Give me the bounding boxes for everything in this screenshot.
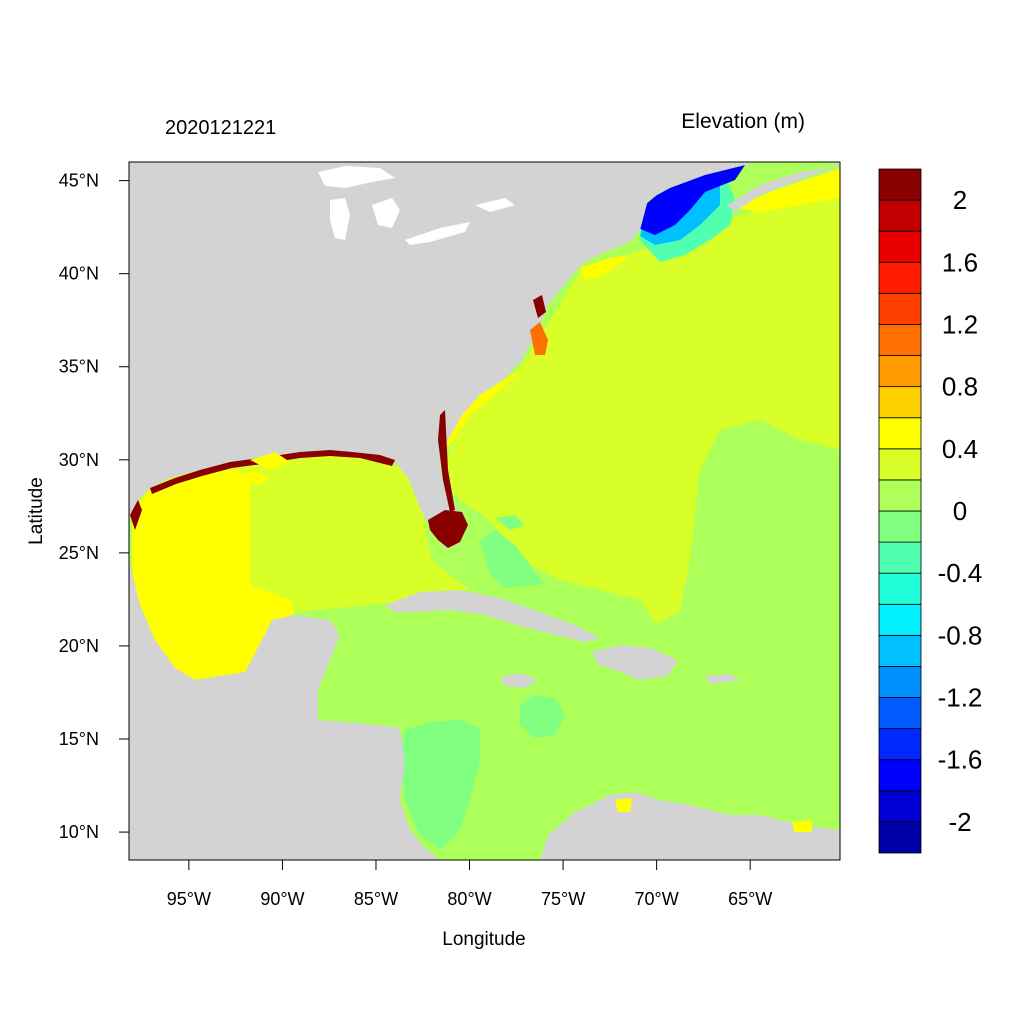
chesapeake-surge [533,295,546,318]
colorbar-swatch [878,541,922,574]
plot-frame [128,161,841,861]
colorbar-label: 0.4 [942,434,978,464]
colorbar: 2 1.6 1.2 0.8 0.4 0 -0.4 -0.8 -1.2 -1.6 -2 [878,168,983,854]
colorbar-swatch [878,759,922,792]
mississippi-delta-shelf [250,452,290,470]
y-tick-label: 25°N [59,543,99,563]
x-tick-label: 85°W [354,889,398,909]
colorbar-label: -0.8 [938,620,983,650]
y-tick-label: 20°N [59,636,99,656]
colorbar-swatch [878,634,922,667]
jamaica-ridge-region [520,695,565,738]
land-hispaniola [592,645,678,680]
y-tick-label: 15°N [59,729,99,749]
lake-ontario [475,198,515,212]
colorbar-swatch [878,324,922,356]
colorbar-swatch [878,230,922,263]
texas-shelf [236,470,270,485]
y-axis: 45°N 40°N 35°N 30°N 25°N 20°N 15°N 10°N [59,171,129,842]
colorbar-swatch [878,355,922,388]
colorbar-swatch [878,479,922,512]
x-axis: 95°W 90°W 85°W 80°W 75°W 70°W 65°W [167,860,772,909]
colorbar-label: 2 [953,185,967,215]
x-axis-title: Longitude [442,929,525,950]
lake-superior [318,166,395,188]
colorbar-label: 0 [953,496,967,526]
x-tick-label: 80°W [447,889,491,909]
land-nova-scotia [727,162,840,212]
colorbar-swatch [878,821,922,854]
y-tick-label: 35°N [59,357,99,377]
map-panel [129,162,840,860]
colorbar-label: -1.2 [938,683,983,713]
colorbar-swatch [878,417,922,450]
texas-coast-surge [130,500,142,530]
south-florida-surge-region [428,510,468,548]
y-axis-title: Latitude [26,477,47,545]
colorbar-swatch [878,261,922,294]
colorbar-swatch [878,790,922,823]
colorbar-swatch [878,666,922,698]
colorbar-swatch [878,510,922,543]
y-tick-label: 40°N [59,264,99,284]
x-tick-label: 65°W [728,889,772,909]
florida-east-coast-surge [438,410,455,512]
bahamas-banks-region [480,530,545,598]
colorbar-swatch [878,199,922,232]
nova-scotia-shelf-region [735,168,840,212]
colorbar-swatch [878,697,922,730]
land-puertorico [705,674,740,684]
lake-huron [372,198,400,228]
trinidad-shelf [792,820,812,832]
nicaragua-shelf-region [400,720,480,850]
date-label: 2020121221 [165,117,276,139]
lake-michigan [330,198,350,240]
y-tick-label: 30°N [59,450,99,470]
mid-atlantic-shelf [580,255,630,280]
land-mexico-centralamerica [129,560,440,860]
x-tick-label: 70°W [635,889,679,909]
colorbar-swatch [878,728,922,761]
colorbar-label: 1.2 [942,309,978,339]
western-atlantic-region [440,190,840,630]
bahamas-banks-north [495,515,525,530]
se-coast-shelf [440,370,520,450]
y-tick-label: 10°N [59,822,99,842]
colorbar-swatch [878,386,922,419]
colorbar-label: -2 [948,807,971,837]
land-southamerica [440,792,840,860]
lake-erie [405,222,470,245]
colorbar-swatch [878,572,922,605]
x-tick-label: 95°W [167,889,211,909]
land-northamerica [129,162,760,548]
venezuela-shelf [615,798,632,812]
colorbar-label: 1.6 [942,247,978,277]
carolina-sounds-region [530,322,548,355]
variable-label: Elevation (m) [681,110,805,133]
colorbar-label: -1.6 [938,745,983,775]
colorbar-swatch [878,168,922,201]
colorbar-swatch [878,292,922,325]
colorbar-label: -0.4 [938,558,983,588]
land-cuba [385,590,600,642]
colorbar-swatch [878,603,922,636]
land-jamaica [500,673,538,688]
colorbar-swatch [878,448,922,481]
y-tick-label: 45°N [59,171,99,191]
x-tick-label: 75°W [541,889,585,909]
colorbar-label: 0.8 [942,372,978,402]
x-tick-label: 90°W [260,889,304,909]
gulf-of-maine-low-region [638,165,745,235]
western-gulf-region [132,470,295,680]
